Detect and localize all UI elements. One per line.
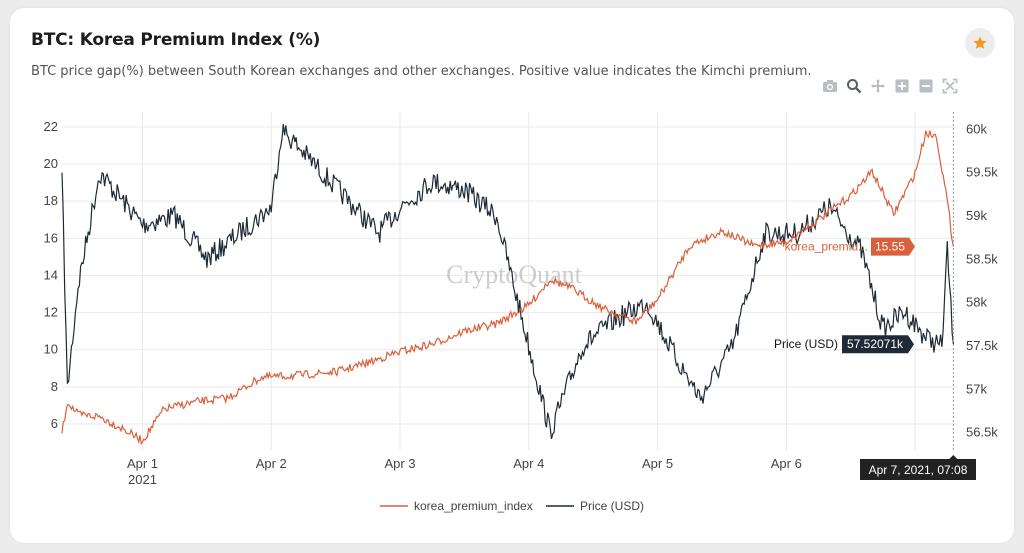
y-left-tick-label: 10 [44, 342, 58, 357]
hover-premium-value: 15.55 [875, 240, 905, 254]
y-left-tick-label: 16 [44, 230, 58, 245]
autoscale-icon [942, 78, 958, 94]
x-tick-label: Apr 1 [127, 456, 158, 471]
hover-premium-box [871, 237, 915, 256]
zoom-out-icon [919, 79, 933, 93]
zoom-in-icon [895, 79, 909, 93]
zoom-in-button[interactable] [892, 76, 912, 96]
camera-icon [823, 80, 837, 92]
pan-button[interactable] [868, 76, 888, 96]
legend-item-label: korea_premium_index [414, 499, 533, 513]
pan-icon [871, 79, 885, 93]
y-right-tick-label: 60k [966, 121, 987, 136]
hover-x-box [860, 455, 976, 480]
zoom-out-button[interactable] [916, 76, 936, 96]
series-line-korea-premium [61, 130, 954, 445]
legend[interactable]: korea_premium_index Price (USD) [380, 499, 644, 513]
y-left-tick-label: 8 [51, 379, 58, 394]
star-icon [973, 36, 987, 49]
y-left-tick-label: 14 [44, 267, 58, 282]
page-title: BTC: Korea Premium Index (%) [31, 30, 321, 50]
hover-x-label: Apr 7, 2021, 07:08 [869, 463, 968, 477]
favorite-button[interactable] [965, 28, 995, 58]
hover-layer: korea_premiu... 15.55 Price (USD) 57.52071k… [774, 112, 976, 480]
y-left-tick-label: 20 [44, 156, 58, 171]
y-right-tick-label: 57.5k [966, 338, 998, 353]
camera-button[interactable] [820, 76, 840, 96]
hover-price-value: 57.52071k [847, 337, 904, 351]
y-right-tick-label: 58.5k [966, 251, 998, 266]
hover-price-name: Price (USD) [774, 337, 838, 351]
x-tick-label: Apr 5 [642, 456, 673, 471]
x-tick-label: Apr 2 [256, 456, 287, 471]
series-layer [61, 124, 954, 445]
y-right-tick-label: 57k [966, 381, 987, 396]
x-tick-label: Apr 4 [513, 456, 544, 471]
y-right-tick-label: 59.5k [966, 165, 998, 180]
legend-item-label: Price (USD) [580, 499, 644, 513]
page-subtitle: BTC price gap(%) between South Korean ex… [31, 64, 812, 79]
y-left-tick-label: 22 [44, 119, 58, 134]
y-left-tick-label: 6 [51, 416, 58, 431]
x-tick-label: Apr 6 [771, 456, 802, 471]
chart-modebar [820, 76, 960, 96]
y-right-tick-label: 58k [966, 295, 987, 310]
x-tick-label: Apr 3 [384, 456, 415, 471]
y-left-tick-label: 18 [44, 193, 58, 208]
y-right-tick-label: 59k [966, 208, 987, 223]
zoom-button[interactable] [844, 76, 864, 96]
hover-premium-name: korea_premiu... [785, 240, 868, 254]
y-right-tick-label: 56.5k [966, 425, 998, 440]
series-line-price [61, 124, 954, 440]
hover-price-box [842, 335, 914, 354]
y-left-tick-label: 12 [44, 305, 58, 320]
x-tick-sublabel: 2021 [128, 472, 157, 487]
autoscale-button[interactable] [940, 76, 960, 96]
zoom-icon [847, 79, 862, 94]
